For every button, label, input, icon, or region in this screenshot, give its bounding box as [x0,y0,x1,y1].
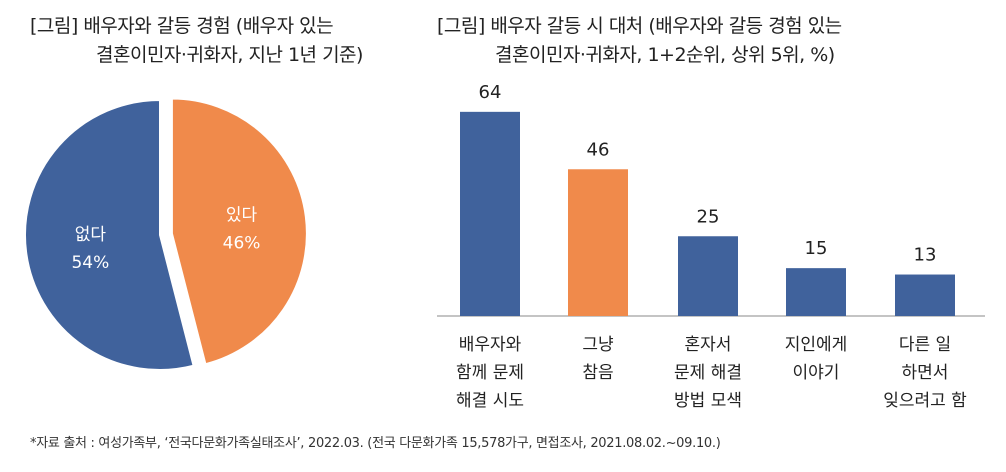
bar-0 [460,111,520,316]
category-label: 잊으려고 함 [883,391,967,411]
pie-chart-title: [그림] 배우자와 갈등 경험 (배우자 있는 결혼이민자·귀화자, 지난 1년… [30,12,363,70]
category-label: 함께 문제 [456,363,524,383]
pie-title-line-1: [그림] 배우자와 갈등 경험 (배우자 있는 [30,15,334,37]
pie-title-line-2: 결혼이민자·귀화자, 지난 1년 기준) [96,44,363,66]
category-label: 방법 모색 [674,391,742,411]
category-label: 혼자서 [685,335,732,355]
pie-slice-0 [170,97,308,366]
category-label: 하면서 [902,363,949,383]
bar-value-label: 25 [697,206,720,227]
bar-value-label: 15 [805,238,828,259]
category-label: 배우자와 [459,335,522,355]
pie-slice-label: 없다 [75,225,107,245]
bar-4 [895,274,955,316]
bar-title-line-2: 결혼이민자·귀화자, 1+2순위, 상위 5위, %) [495,44,835,66]
bar-chart-title: [그림] 배우자 갈등 시 대처 (배우자와 갈등 경험 있는 결혼이민자·귀화… [437,12,842,70]
pie-slice-label: 있다 [226,206,258,226]
bar-3 [786,268,846,316]
category-label: 지인에게 [785,335,848,355]
category-label: 다른 일 [899,335,951,355]
category-label: 해결 시도 [456,391,524,411]
bar-1 [568,169,628,316]
source-footnote: *자료 출처 : 여성가족부, ‘전국다문화가족실태조사’, 2022.03. … [30,436,721,451]
category-label: 이야기 [793,363,840,383]
bar-value-label: 64 [479,82,502,103]
category-label: 참음 [582,363,613,383]
category-label: 문제 해결 [674,363,742,383]
bar-title-line-1: [그림] 배우자 갈등 시 대처 (배우자와 갈등 경험 있는 [437,15,842,37]
category-label: 그냥 [582,335,614,355]
bar-2 [678,236,738,316]
bar-value-label: 46 [587,139,610,160]
bar-value-label: 13 [914,245,937,266]
pie-slice-1 [24,98,195,371]
pie-slice-value: 46% [223,234,261,254]
pie-slice-value: 54% [71,253,109,273]
